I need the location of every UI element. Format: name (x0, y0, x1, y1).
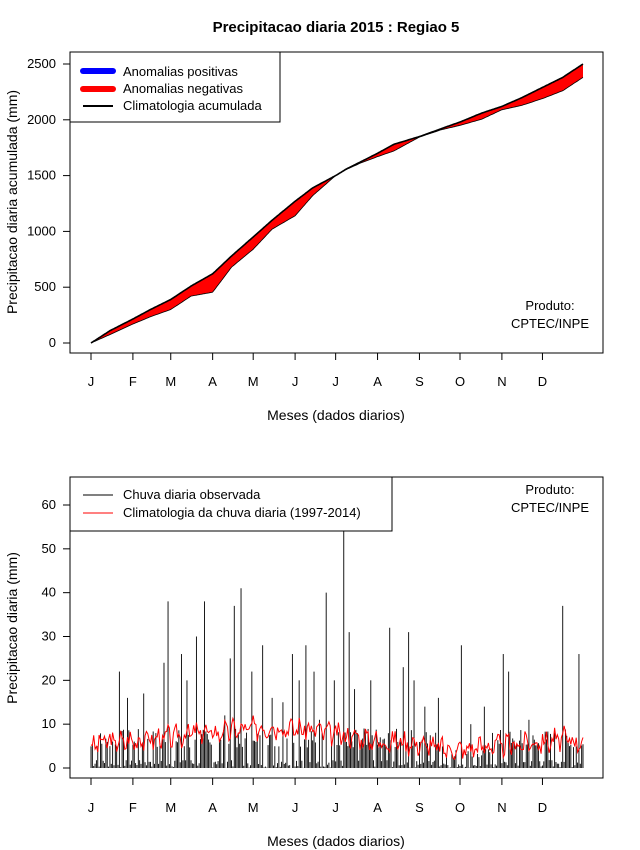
legend-entry-climatology: Climatologia acumulada (123, 98, 263, 113)
top-x-tick-label: J (292, 374, 299, 389)
anomaly-bands (90, 63, 584, 344)
bottom-x-tick-label: A (208, 800, 217, 815)
bottom-y-tick-label: 0 (49, 760, 56, 775)
legend-entry-clim-daily: Climatologia da chuva diaria (1997-2014) (123, 505, 361, 520)
bottom-y-tick-label: 60 (42, 497, 56, 512)
top-legend: Anomalias positivas Anomalias negativas … (69, 51, 281, 123)
bottom-legend-box (69, 476, 393, 532)
bottom-y-tick-label: 10 (42, 716, 56, 731)
top-y-axis: 0 500 1000 1500 2000 2500 (27, 56, 71, 350)
bottom-x-tick-label: M (165, 800, 176, 815)
daily-rain-bars (90, 526, 584, 768)
bottom-legend: Chuva diaria observada Climatologia da c… (69, 476, 393, 532)
top-x-tick-label: S (415, 374, 424, 389)
top-y-tick-label: 0 (49, 335, 56, 350)
accumulated-panel: 0 500 1000 1500 2000 2500 J F M A M J J A S O N D Meses … (4, 51, 604, 423)
bottom-x-tick-label: O (455, 800, 465, 815)
top-y-axis-label: Precipitacao diaria acumulada (mm) (4, 90, 20, 314)
top-x-tick-label: O (455, 374, 465, 389)
bottom-y-tick-label: 30 (42, 629, 56, 644)
bottom-x-axis-label: Meses (dados diarios) (267, 833, 405, 849)
bottom-x-tick-label: N (497, 800, 506, 815)
bottom-credit-line2: CPTEC/INPE (511, 500, 589, 515)
bottom-x-tick-label: J (332, 800, 339, 815)
bottom-x-tick-label: M (248, 800, 259, 815)
top-x-tick-label: A (373, 374, 382, 389)
top-y-tick-label: 1000 (27, 223, 56, 238)
top-x-tick-label: J (88, 374, 95, 389)
top-x-tick-label: J (332, 374, 339, 389)
top-x-tick-label: F (129, 374, 137, 389)
bottom-x-tick-label: J (88, 800, 95, 815)
top-x-tick-label: A (208, 374, 217, 389)
legend-entry-positive: Anomalias positivas (123, 64, 238, 79)
top-x-tick-label: D (538, 374, 547, 389)
bottom-x-tick-label: D (538, 800, 547, 815)
bottom-x-tick-label: F (129, 800, 137, 815)
bottom-y-tick-label: 50 (42, 541, 56, 556)
legend-entry-observed: Chuva diaria observada (123, 487, 261, 502)
bottom-credit-line1: Produto: (525, 482, 574, 497)
bottom-x-tick-label: A (373, 800, 382, 815)
top-y-tick-label: 2000 (27, 112, 56, 127)
top-x-axis-label: Meses (dados diarios) (267, 407, 405, 423)
top-credit-line2: CPTEC/INPE (511, 316, 589, 331)
climatology-accumulated-line (90, 63, 584, 344)
chart-title: Precipitacao diaria 2015 : Regiao 5 (213, 19, 460, 36)
top-x-tick-label: N (497, 374, 506, 389)
legend-entry-negative: Anomalias negativas (123, 81, 243, 96)
top-credit-line1: Produto: (525, 298, 574, 313)
top-x-tick-label: M (165, 374, 176, 389)
top-y-tick-label: 2500 (27, 56, 56, 71)
bottom-y-tick-label: 20 (42, 672, 56, 687)
bottom-x-tick-label: J (292, 800, 299, 815)
bottom-x-tick-label: S (415, 800, 424, 815)
climatology-line (90, 715, 584, 761)
top-x-tick-label: M (248, 374, 259, 389)
daily-panel: 0 10 20 30 40 50 60 J F M A M J J A S O N D Meses (dados … (4, 476, 604, 849)
bottom-y-axis: 0 10 20 30 40 50 60 (42, 497, 71, 775)
top-y-tick-label: 1500 (27, 168, 56, 183)
top-y-tick-label: 500 (34, 279, 56, 294)
bottom-y-axis-label: Precipitacao diaria (mm) (4, 552, 20, 704)
bottom-y-tick-label: 40 (42, 585, 56, 600)
